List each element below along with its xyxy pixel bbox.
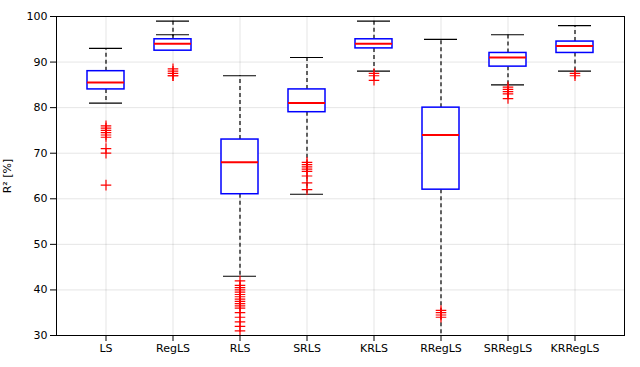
svg-text:50: 50 <box>34 238 48 251</box>
svg-text:RRegLS: RRegLS <box>420 342 462 355</box>
svg-text:40: 40 <box>34 283 48 296</box>
svg-text:70: 70 <box>34 147 48 160</box>
svg-text:RegLS: RegLS <box>156 342 190 355</box>
svg-text:R² [%]: R² [%] <box>1 159 14 194</box>
svg-text:SRLS: SRLS <box>293 342 321 355</box>
svg-text:RLS: RLS <box>230 342 251 355</box>
svg-text:30: 30 <box>34 329 48 342</box>
svg-text:KRRegLS: KRRegLS <box>551 342 600 355</box>
svg-text:KRLS: KRLS <box>360 342 388 355</box>
svg-text:100: 100 <box>27 10 48 23</box>
svg-text:80: 80 <box>34 101 48 114</box>
svg-text:LS: LS <box>99 342 112 355</box>
svg-text:60: 60 <box>34 192 48 205</box>
svg-text:90: 90 <box>34 56 48 69</box>
svg-text:SRRegLS: SRRegLS <box>484 342 533 355</box>
